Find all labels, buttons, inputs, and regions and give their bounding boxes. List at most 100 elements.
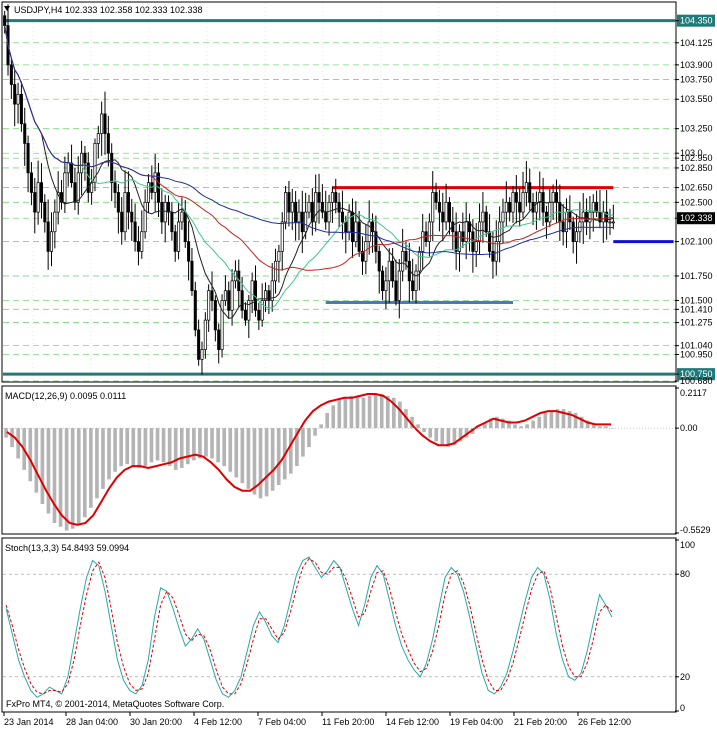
candle-body [441,211,445,223]
macd-bar [40,428,45,505]
collapse-arrow-icon[interactable] [4,6,10,11]
candle-body [277,251,281,262]
macd-bar [64,428,69,531]
price-label: 103.550 [680,94,713,104]
macd-bar [95,428,99,499]
candle-body [280,221,284,252]
candle-body [13,84,17,105]
candle-body [76,172,80,203]
macd-bar [28,428,33,482]
candle-body [264,290,268,301]
macd-bar [464,428,469,438]
candle-body [26,143,30,174]
chart-title: USDJPY,H4 102.333 102.358 102.333 102.33… [14,5,203,15]
candle-body [394,280,398,301]
candle-body [504,201,508,213]
macd-bar [579,416,584,429]
macd-bar [258,428,263,499]
candle-body [29,172,33,193]
candle-body [193,290,197,331]
candle-body [143,201,147,233]
stoch-panel[interactable]: 100 80 20 0 Stoch(13,3,3) 54.8493 59.0994 F… [1,537,695,713]
macd-bar [131,428,136,467]
candle-body [310,201,314,223]
candle-body [484,211,488,233]
candle-body [340,211,344,223]
candle-body [581,211,585,223]
time-axis: 23 Jan 2014 28 Jan 04:00 30 Jan 20:00 4 Feb… [3,712,631,727]
macd-bar [264,428,269,497]
stoch-axis: 100 80 20 0 [675,539,695,713]
macd-bar [4,428,8,438]
macd-bar [325,412,329,429]
price-label: 102.650 [680,183,713,193]
macd-bar [337,399,342,429]
candle-body [173,231,177,252]
candle-body [417,251,421,272]
candle-body [397,270,401,301]
macd-label: 0.2117 [680,388,707,398]
macd-bar [482,422,487,429]
candle-body [518,201,522,213]
price-label: 102.500 [680,197,713,207]
time-label: 11 Feb 20:00 [322,717,374,727]
candle-body [444,201,448,223]
candle-body [344,221,348,233]
candle-body [357,221,361,252]
macd-bar [10,428,14,448]
candle-body [16,93,20,105]
candle-body [371,221,375,233]
macd-bar [349,395,354,429]
macd-bar [452,428,457,446]
candle-body [36,182,40,213]
candle-body [220,300,224,350]
macd-title: MACD(12,26,9) 0.0095 0.0111 [5,391,126,401]
macd-bar [446,428,451,448]
stoch-signal-line [5,558,613,695]
macd-bar [379,394,384,429]
candle-body [330,192,334,203]
macd-bar [198,428,202,459]
candle-body [93,143,97,184]
price-panel[interactable]: 104.350 104.125 103.900 103.750 103.550 103.2… [1,1,715,386]
candle-body [290,201,294,213]
macd-bar [416,424,420,429]
candle-body [146,182,150,203]
candle-body [571,221,575,242]
candle-body [314,192,318,223]
candle-body [170,211,174,233]
candle-body [140,231,144,252]
candle-body [381,270,385,292]
macd-bar [598,426,602,429]
candle-body [511,192,515,213]
price-gridlines [3,3,675,382]
macd-bar [119,428,123,467]
macd-bar [313,428,317,436]
macd-signal-path [6,393,612,526]
macd-bar [82,428,87,518]
macd-panel[interactable]: 0.2117 0.00 -0.5529 MACD(12,26,9) 0.0095 0… [1,385,711,535]
candle-body [260,300,264,321]
macd-bar [428,428,433,438]
candle-body [60,192,64,203]
candle-body [554,192,558,203]
macd-bar [343,397,348,429]
price-label: 102.950 [680,153,713,163]
candle-body [287,192,291,213]
candle-body [595,201,599,213]
price-levels [3,19,675,376]
time-label: 7 Feb 04:00 [258,717,306,727]
candle-body [501,211,505,223]
macd-bar [355,395,360,429]
candle-body [160,201,164,223]
candle-body [250,280,254,301]
stoch-label: 0 [680,703,685,713]
macd-bar [434,428,439,442]
candle-body [367,221,371,242]
candle-body [39,182,43,203]
price-label: 103.0 [680,148,703,158]
macd-bar [549,411,554,429]
stoch-lines [5,556,613,698]
candle-body [19,93,23,125]
